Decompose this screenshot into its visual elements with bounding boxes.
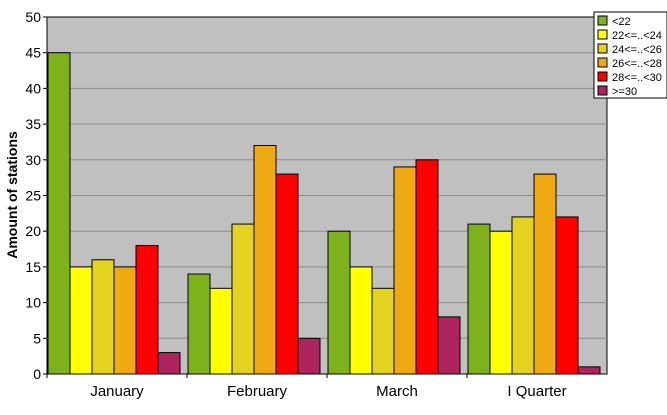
legend-label: >=30: [612, 86, 637, 98]
legend-label: 26<=..<28: [612, 58, 662, 70]
bar-i-quarter-series-1: [489, 230, 513, 375]
bar-i-quarter-series-3: [533, 173, 557, 375]
bar-february-series-2: [231, 223, 255, 375]
y-tick-label: 5: [33, 330, 41, 346]
legend-swatch: [597, 29, 608, 40]
bar-i-quarter-series-0: [467, 223, 491, 375]
x-category-label: January: [90, 383, 144, 400]
y-axis-ticks: 0 5 10 15 20 25 30 35 40 45 50: [25, 9, 47, 382]
bar-february-series-4: [275, 173, 299, 375]
legend-swatch: [597, 71, 608, 82]
bar-march-series-0: [327, 230, 351, 375]
legend-swatch: [597, 85, 608, 96]
x-axis-categories: January February March I Quarter: [46, 374, 567, 400]
bar-i-quarter-series-5: [577, 366, 601, 375]
x-category-label: I Quarter: [507, 383, 566, 400]
bar-february-series-0: [187, 273, 211, 375]
legend-box: [593, 11, 667, 99]
y-tick-label: 10: [25, 295, 41, 311]
y-tick-label: 45: [25, 45, 41, 61]
bar-january-series-0: [47, 52, 71, 375]
x-category-label: March: [376, 383, 418, 400]
x-category-label: February: [227, 383, 288, 400]
legend-swatch: [597, 57, 608, 68]
legend: <22 22<=..<24 24<=..<26 26<=..<28 28<=..<30 >…: [593, 11, 667, 99]
bar-march-series-2: [371, 287, 395, 375]
y-tick-label: 50: [25, 9, 41, 25]
bar-january-series-4: [135, 244, 159, 375]
bar-february-series-3: [253, 145, 277, 375]
bar-february-series-5: [297, 337, 321, 375]
bar-march-series-1: [349, 266, 373, 375]
bar-march-series-3: [393, 166, 417, 375]
bar-january-series-5: [157, 352, 181, 375]
y-tick-label: 25: [25, 188, 41, 204]
legend-label: 24<=..<26: [612, 44, 662, 56]
bar-i-quarter-series-4: [555, 216, 579, 375]
y-tick-label: 0: [33, 366, 41, 382]
y-tick-label: 35: [25, 116, 41, 132]
y-tick-label: 40: [25, 80, 41, 96]
y-tick-label: 15: [25, 259, 41, 275]
legend-label: 28<=..<30: [612, 72, 662, 84]
bar-january-series-1: [69, 266, 93, 375]
y-axis-label: Amount of stations: [4, 131, 20, 259]
legend-label: <22: [612, 16, 631, 28]
bar-january-series-2: [91, 259, 115, 375]
y-tick-label: 20: [25, 223, 41, 239]
bar-march-series-5: [437, 316, 461, 375]
legend-swatch: [597, 43, 608, 54]
bar-february-series-1: [209, 287, 233, 375]
bar-january-series-3: [113, 266, 137, 375]
legend-swatch: [597, 15, 608, 26]
bar-i-quarter-series-2: [511, 216, 535, 375]
y-tick-label: 30: [25, 152, 41, 168]
bar-march-series-4: [415, 159, 439, 375]
legend-label: 22<=..<24: [612, 30, 662, 42]
bars: [47, 52, 601, 375]
